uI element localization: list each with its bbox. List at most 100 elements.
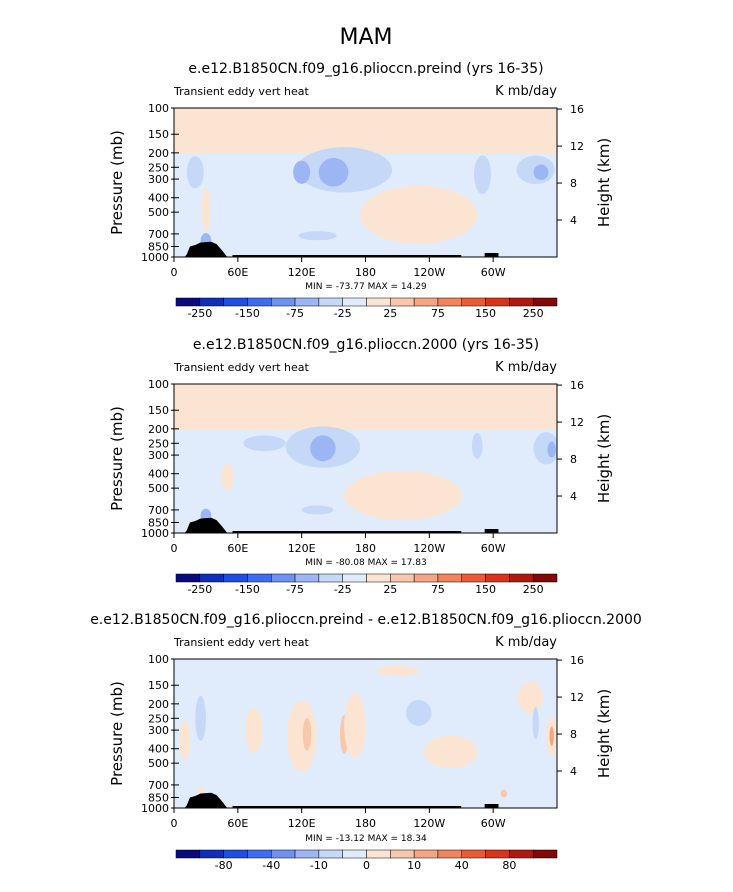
y-right-axis-label: Height (km) [595,689,613,778]
y-right-tick-label: 16 [570,379,584,392]
contour-region [405,699,432,726]
colorbar-label: -75 [286,307,304,320]
x-tick-label: 0 [171,542,178,555]
contour-region [301,505,334,515]
y-tick-label: 400 [148,192,169,205]
y-tick-label: 150 [148,128,169,141]
colorbar-swatch [509,849,534,859]
contour-region [547,441,556,458]
colorbar-swatch [532,849,558,859]
y-tick-label: 700 [148,779,169,792]
colorbar-label: -75 [286,583,304,596]
colorbar-swatch [223,297,248,307]
colorbar-swatch [390,297,415,307]
contour-region [174,108,557,155]
colorbar: -250 -150 -75 -25 25 75 150 250 [175,573,558,596]
x-tick-label: 60E [227,817,248,830]
y-tick-label: 1000 [141,251,169,264]
y-right-tick-label: 8 [570,177,577,190]
panel-title: e.e12.B1850CN.f09_g16.plioccn.2000 (yrs … [193,337,539,353]
x-tick-label: 180 [355,817,376,830]
colorbar-label: 75 [431,583,445,596]
colorbar-swatch [318,573,343,583]
topography [232,531,462,533]
y-right-tick-label: 12 [570,691,584,704]
y-right-tick-label: 4 [570,490,577,503]
colorbar-swatch [437,849,462,859]
colorbar-swatch [247,573,272,583]
y-tick-label: 150 [148,679,169,692]
topography [484,804,499,808]
panel-title: e.e12.B1850CN.f09_g16.plioccn.preind - e… [90,612,642,628]
contour-region [195,695,206,741]
contour-region [286,700,317,772]
right-string: K mb/day [495,360,557,375]
y-tick-label: 300 [148,449,169,462]
colorbar-swatch [532,297,558,307]
colorbar-swatch [461,573,486,583]
colorbar-swatch [485,573,510,583]
y-tick-label: 850 [148,791,169,804]
colorbar-swatch [223,573,248,583]
colorbar-swatch [175,297,201,307]
colorbar-swatch [437,297,462,307]
y-tick-label: 100 [148,653,169,666]
y-tick-label: 400 [148,468,169,481]
y-tick-label: 200 [148,147,169,160]
chart-panel-3: e.e12.B1850CN.f09_g16.plioccn.preind - e… [90,612,642,872]
y-right-tick-label: 4 [570,765,577,778]
colorbar-swatch [199,297,224,307]
colorbar-label: -25 [334,307,352,320]
colorbar-swatch [318,297,343,307]
y-axis-label: Pressure (mb) [108,406,126,511]
y-tick-label: 150 [148,404,169,417]
colorbar-swatch [318,849,343,859]
contour-region [344,470,462,521]
y-right-tick-label: 16 [570,654,584,667]
y-tick-label: 100 [148,378,169,391]
y-tick-label: 250 [148,161,169,174]
min-max-label: MIN = -73.77 MAX = 14.29 [305,282,427,292]
colorbar-label: 0 [363,859,370,872]
topography [484,253,499,257]
contour-region [174,384,557,431]
y-tick-label: 700 [148,504,169,517]
colorbar-swatch [247,297,272,307]
colorbar-label: -150 [235,307,260,320]
colorbar-label: 250 [523,307,544,320]
y-tick-label: 250 [148,712,169,725]
x-tick-label: 120E [288,542,316,555]
colorbar-label: -25 [334,583,352,596]
right-string: K mb/day [495,635,557,650]
topography [232,806,462,808]
colorbar-swatch [413,573,439,583]
x-tick-label: 120W [413,542,445,555]
y-tick-label: 700 [148,228,169,241]
left-string: Transient eddy vert heat [173,85,310,98]
x-tick-label: 120W [413,817,445,830]
colorbar-label: 25 [383,583,397,596]
x-tick-label: 120W [413,266,445,279]
colorbar-swatch [461,849,486,859]
colorbar-swatch [271,849,296,859]
x-tick-label: 60E [227,542,248,555]
contour-field [174,659,557,808]
y-tick-label: 500 [148,482,169,495]
colorbar-label: -150 [235,583,260,596]
x-tick-label: 60W [481,817,506,830]
colorbar-swatch [247,849,272,859]
topography [174,792,233,808]
colorbar-swatch [271,297,296,307]
contour-region [179,720,190,760]
chart-panel-1: e.e12.B1850CN.f09_g16.plioccn.preind (yr… [108,61,613,320]
x-tick-label: 60E [227,266,248,279]
colorbar-label: 40 [455,859,469,872]
contour-region [302,718,312,751]
colorbar-swatch [199,573,224,583]
colorbar-swatch [342,297,367,307]
x-tick-label: 0 [171,817,178,830]
colorbar-swatch [390,849,415,859]
contour-field [174,108,557,257]
y-right-tick-label: 8 [570,453,577,466]
